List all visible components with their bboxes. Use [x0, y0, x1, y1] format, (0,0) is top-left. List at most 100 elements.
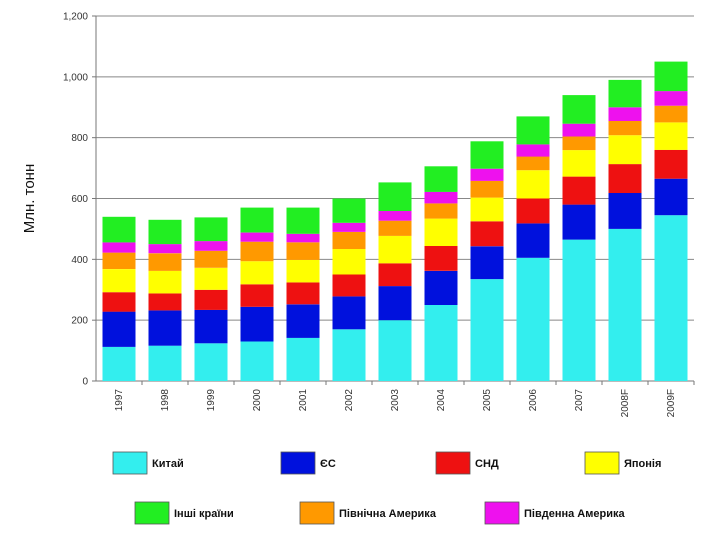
bar-segment	[102, 242, 136, 253]
bar-segment	[470, 141, 504, 169]
bar-segment	[516, 144, 550, 157]
x-tick-label: 2009F	[666, 389, 677, 417]
x-tick-label: 2003	[390, 389, 401, 412]
bar-segment	[424, 270, 458, 305]
legend-label: ЄС	[320, 458, 336, 470]
bar-segment	[378, 220, 412, 236]
y-axis-label: Млн. тонн	[21, 164, 38, 233]
bar-segment	[332, 249, 366, 275]
y-tick-label: 1,200	[63, 12, 88, 23]
x-tick-label: 2005	[482, 389, 493, 412]
bar-segment	[470, 168, 504, 181]
bar-segment	[148, 345, 182, 381]
bar-segment	[194, 267, 228, 290]
bar-segment	[654, 61, 688, 92]
bar-segment	[286, 282, 320, 305]
bar-segment	[654, 215, 688, 381]
bar-segment	[424, 218, 458, 246]
bar-segment	[378, 263, 412, 287]
bar-segment	[286, 337, 320, 381]
bar-segment	[654, 122, 688, 150]
y-tick-label: 800	[71, 133, 88, 144]
bar-segment	[470, 221, 504, 247]
bar-segment	[102, 252, 136, 269]
bar-segment	[562, 150, 596, 177]
y-tick-label: 400	[71, 255, 88, 266]
bar-segment	[102, 311, 136, 347]
legend-label: Південна Америка	[524, 508, 625, 520]
bar-segment	[608, 120, 642, 136]
x-tick-label: 1999	[206, 389, 217, 412]
bar-segment	[194, 241, 228, 251]
bar-segment	[562, 239, 596, 381]
legend-label: Північна Америка	[339, 508, 437, 520]
bar-segment	[332, 296, 366, 330]
x-tick-label: 2006	[528, 389, 539, 412]
bar-segment	[562, 176, 596, 205]
bar-segment	[240, 232, 274, 242]
bar-segment	[194, 250, 228, 268]
bar-segment	[516, 223, 550, 258]
y-tick-label: 200	[71, 316, 88, 327]
bar-segment	[608, 107, 642, 121]
legend-swatch	[484, 501, 520, 525]
bar-segment	[516, 257, 550, 381]
bar-segment	[102, 216, 136, 243]
bar-segment	[240, 341, 274, 381]
bar-segment	[240, 261, 274, 285]
bar-segment	[516, 116, 550, 145]
bar-segment	[332, 274, 366, 297]
bar-segment	[562, 204, 596, 240]
bar-segment	[378, 182, 412, 211]
bar-segment	[470, 180, 504, 198]
legend-label: Інші країни	[174, 508, 234, 520]
bar-segment	[424, 191, 458, 204]
legend-swatch	[584, 451, 620, 475]
y-tick-label: 600	[71, 194, 88, 205]
bar-segment	[286, 242, 320, 260]
bar-segment	[608, 193, 642, 229]
bar-segment	[516, 156, 550, 171]
bar-segment	[516, 198, 550, 224]
bar-segment	[148, 270, 182, 294]
bar-segment	[608, 79, 642, 108]
bar-segment	[470, 197, 504, 222]
bar-segment	[654, 91, 688, 106]
legend-swatch	[134, 501, 170, 525]
bar-segment	[148, 219, 182, 245]
bar-segment	[378, 235, 412, 264]
bar-segment	[378, 286, 412, 321]
x-tick-label: 1997	[114, 389, 125, 412]
x-tick-label: 2002	[344, 389, 355, 412]
bar-segment	[378, 211, 412, 221]
y-tick-label: 0	[82, 377, 88, 388]
bar-segment	[424, 203, 458, 219]
bar-segment	[608, 164, 642, 193]
bar-segment	[470, 246, 504, 280]
bar-segment	[240, 241, 274, 262]
bar-segment	[608, 228, 642, 381]
bar-segment	[562, 95, 596, 124]
bar-segment	[424, 245, 458, 271]
legend-swatch	[435, 451, 471, 475]
x-tick-label: 2008F	[620, 389, 631, 417]
bar-segment	[516, 170, 550, 199]
bar-segment	[148, 310, 182, 346]
legend-swatch	[299, 501, 335, 525]
legend-swatch	[280, 451, 316, 475]
bar-segment	[148, 244, 182, 254]
bar-segment	[562, 136, 596, 151]
bar-segment	[654, 105, 688, 123]
x-tick-label: 2007	[574, 389, 585, 412]
bar-segment	[332, 232, 366, 249]
bar-segment	[194, 217, 228, 242]
x-tick-label: 2001	[298, 389, 309, 412]
bar-segment	[562, 123, 596, 137]
bar-segment	[332, 198, 366, 223]
bar-segment	[608, 135, 642, 165]
bar-segment	[470, 279, 504, 381]
bar-segment	[240, 306, 274, 342]
bar-segment	[286, 207, 320, 234]
